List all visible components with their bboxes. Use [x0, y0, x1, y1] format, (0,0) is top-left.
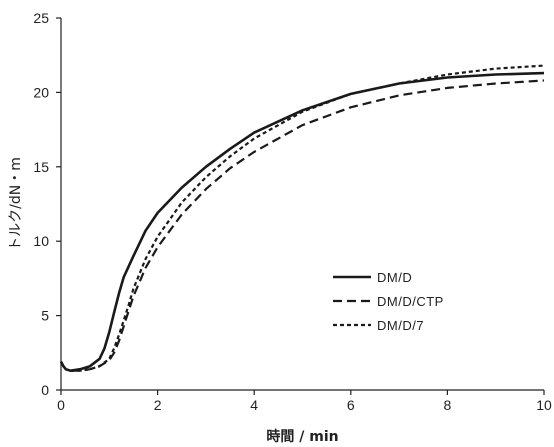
y-tick-label: 15 [33, 159, 49, 175]
axes: 0 5 10 15 20 25 0 2 4 6 8 10 [33, 10, 552, 413]
y-axis-ticks: 0 5 10 15 20 25 [33, 10, 61, 398]
y-tick-label: 0 [41, 382, 49, 398]
x-tick-label: 8 [444, 397, 452, 413]
x-tick-label: 4 [250, 397, 258, 413]
y-tick-label: 25 [33, 10, 49, 26]
x-axis-title: 時間 / min [266, 428, 338, 445]
x-axis-ticks: 0 2 4 6 8 10 [57, 390, 552, 413]
y-axis-title: トルク/dN・m [8, 157, 24, 251]
series-layer [59, 64, 545, 372]
series-line-1 [59, 71, 545, 372]
y-tick-label: 5 [41, 308, 49, 324]
y-tick-label: 10 [33, 233, 49, 249]
legend-label: DM/D/CTP [377, 294, 444, 309]
x-tick-label: 0 [57, 397, 65, 413]
y-tick-label: 20 [33, 84, 49, 100]
series-line-2 [60, 79, 545, 372]
x-tick-label: 10 [536, 397, 552, 413]
legend: DM/D DM/D/CTP DM/D/7 [333, 270, 444, 333]
series-line-3 [60, 64, 545, 372]
x-tick-label: 6 [347, 397, 355, 413]
legend-label: DM/D/7 [377, 318, 424, 333]
x-tick-label: 2 [154, 397, 162, 413]
legend-label: DM/D [377, 270, 412, 285]
